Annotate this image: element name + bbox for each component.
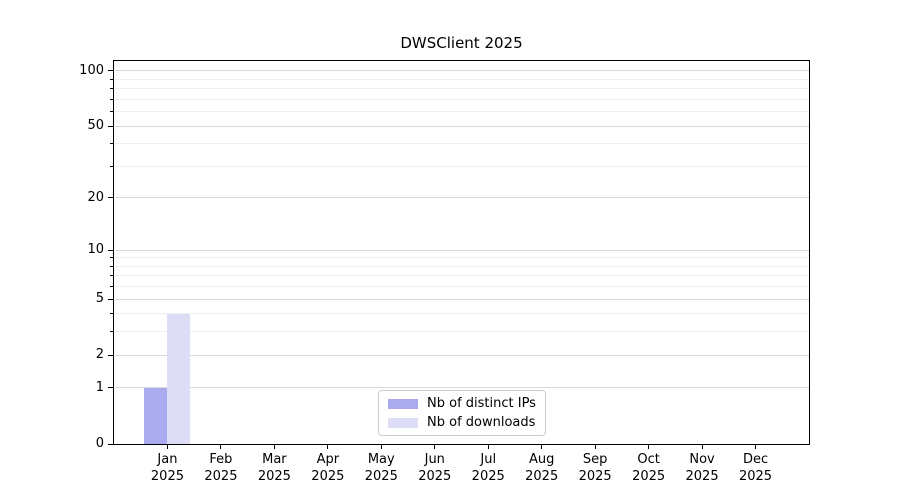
chart-title: DWSClient 2025 bbox=[400, 34, 523, 52]
y-major-tick-2 bbox=[108, 354, 113, 356]
y-tick-label-50: 50 bbox=[87, 118, 104, 134]
minor-gridline-90 bbox=[114, 78, 809, 80]
x-tick-label-aug: Aug 2025 bbox=[525, 452, 559, 484]
x-tick-label-feb: Feb 2025 bbox=[204, 452, 238, 484]
y-minor-tick-3 bbox=[110, 331, 113, 333]
x-tick-label-oct: Oct 2025 bbox=[632, 452, 666, 484]
y-minor-tick-40 bbox=[110, 143, 113, 145]
y-major-tick-0 bbox=[108, 443, 113, 445]
x-tick-aug bbox=[541, 445, 543, 449]
legend-swatch-nb-of-downloads bbox=[388, 417, 418, 428]
x-tick-label-dec: Dec 2025 bbox=[738, 452, 773, 484]
y-minor-tick-90 bbox=[110, 78, 113, 80]
major-gridline-20 bbox=[114, 197, 809, 199]
x-tick-label-apr: Apr 2025 bbox=[311, 452, 345, 484]
y-major-tick-5 bbox=[108, 298, 113, 300]
legend-label-nb-of-distinct-ips: Nb of distinct IPs bbox=[427, 396, 536, 411]
x-tick-label-nov: Nov 2025 bbox=[685, 452, 719, 484]
major-gridline-2 bbox=[114, 354, 809, 356]
y-minor-tick-7 bbox=[110, 275, 113, 277]
y-major-tick-10 bbox=[108, 249, 113, 251]
y-major-tick-100 bbox=[108, 70, 113, 72]
y-tick-label-2: 2 bbox=[95, 347, 104, 363]
y-minor-tick-8 bbox=[110, 265, 113, 267]
y-tick-label-5: 5 bbox=[95, 291, 104, 307]
legend-row-nb-of-downloads: Nb of downloads bbox=[388, 415, 536, 430]
minor-gridline-60 bbox=[114, 111, 809, 113]
y-major-tick-1 bbox=[108, 387, 113, 389]
minor-gridline-70 bbox=[114, 98, 809, 100]
x-tick-sep bbox=[594, 445, 596, 449]
y-tick-label-0: 0 bbox=[95, 436, 104, 451]
y-minor-tick-80 bbox=[110, 88, 113, 90]
y-minor-tick-4 bbox=[110, 313, 113, 315]
x-tick-label-mar: Mar 2025 bbox=[257, 452, 291, 484]
y-minor-tick-6 bbox=[110, 286, 113, 288]
x-tick-jun bbox=[434, 445, 436, 449]
y-major-tick-50 bbox=[108, 125, 113, 127]
y-minor-tick-9 bbox=[110, 257, 113, 259]
minor-gridline-40 bbox=[114, 143, 809, 145]
y-minor-tick-30 bbox=[110, 165, 113, 167]
y-major-tick-20 bbox=[108, 197, 113, 199]
minor-gridline-7 bbox=[114, 275, 809, 277]
minor-gridline-4 bbox=[114, 313, 809, 315]
minor-gridline-3 bbox=[114, 331, 809, 333]
legend-swatch-nb-of-distinct-ips bbox=[388, 398, 418, 409]
y-tick-label-20: 20 bbox=[87, 189, 104, 205]
major-gridline-10 bbox=[114, 249, 809, 251]
bar-jan-nb-of-downloads bbox=[167, 313, 191, 444]
y-minor-tick-60 bbox=[110, 111, 113, 113]
x-tick-oct bbox=[648, 445, 650, 449]
x-tick-mar bbox=[273, 445, 275, 449]
x-tick-label-jun: Jun 2025 bbox=[418, 452, 452, 484]
x-tick-feb bbox=[220, 445, 222, 449]
bar-jan-nb-of-distinct-ips bbox=[144, 387, 168, 444]
minor-gridline-80 bbox=[114, 88, 809, 90]
major-gridline-50 bbox=[114, 125, 809, 127]
x-tick-jan bbox=[166, 445, 168, 449]
y-tick-label-10: 10 bbox=[87, 242, 104, 258]
major-gridline-100 bbox=[114, 70, 809, 72]
x-tick-may bbox=[380, 445, 382, 449]
x-tick-nov bbox=[701, 445, 703, 449]
major-gridline-1 bbox=[114, 387, 809, 389]
minor-gridline-8 bbox=[114, 265, 809, 267]
y-minor-tick-70 bbox=[110, 98, 113, 100]
legend: Nb of distinct IPs Nb of downloads bbox=[378, 390, 546, 436]
plot-area: Nb of distinct IPs Nb of downloads bbox=[113, 60, 810, 445]
legend-row-nb-of-distinct-ips: Nb of distinct IPs bbox=[388, 396, 536, 411]
legend-label-nb-of-downloads: Nb of downloads bbox=[427, 415, 536, 430]
x-tick-label-jul: Jul 2025 bbox=[471, 452, 505, 484]
y-tick-label-100: 100 bbox=[79, 62, 104, 78]
minor-gridline-9 bbox=[114, 257, 809, 259]
x-tick-label-may: May 2025 bbox=[364, 452, 398, 484]
x-tick-label-sep: Sep 2025 bbox=[578, 452, 612, 484]
major-gridline-5 bbox=[114, 298, 809, 300]
minor-gridline-6 bbox=[114, 286, 809, 288]
x-tick-jul bbox=[487, 445, 489, 449]
y-tick-label-1: 1 bbox=[95, 379, 104, 395]
minor-gridline-30 bbox=[114, 165, 809, 167]
x-tick-dec bbox=[755, 445, 757, 449]
x-tick-label-jan: Jan 2025 bbox=[150, 452, 184, 484]
x-tick-apr bbox=[327, 445, 329, 449]
